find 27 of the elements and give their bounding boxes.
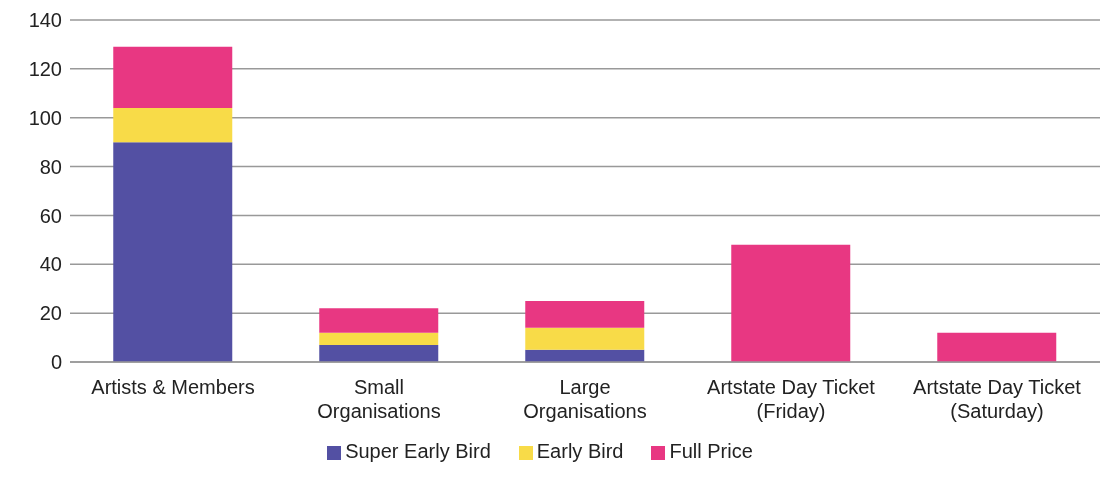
bar — [731, 244, 851, 362]
bar — [319, 308, 439, 333]
x-tick-label: Large Organisations — [523, 376, 647, 422]
y-tick-label: 80 — [39, 155, 62, 178]
legend-label: Full Price — [669, 440, 753, 462]
x-tick-label: Small Organisations — [317, 376, 441, 422]
x-tick-label: Artstate Day Ticket (Saturday) — [913, 376, 1082, 422]
bar — [113, 107, 233, 143]
y-tick-label: 40 — [39, 253, 62, 276]
x-tick-label: Artstate Day Ticket (Friday) — [707, 376, 876, 422]
y-tick-label: 60 — [39, 204, 62, 227]
bar — [113, 142, 233, 362]
legend-label: Early Bird — [536, 440, 624, 462]
y-tick-label: 120 — [28, 57, 62, 80]
bar — [525, 349, 645, 362]
x-tick-label: Artists & Members — [91, 376, 255, 398]
bar — [319, 332, 439, 345]
y-tick-label: 20 — [39, 302, 62, 325]
y-tick-label: 0 — [50, 351, 62, 374]
legend-label: Super Early Bird — [345, 440, 491, 462]
bar — [113, 46, 233, 108]
y-tick-label: 100 — [28, 106, 62, 129]
y-tick-label: 140 — [28, 9, 62, 32]
bar — [525, 327, 645, 350]
bar — [525, 300, 645, 328]
bar — [937, 332, 1057, 362]
bar — [319, 344, 439, 362]
